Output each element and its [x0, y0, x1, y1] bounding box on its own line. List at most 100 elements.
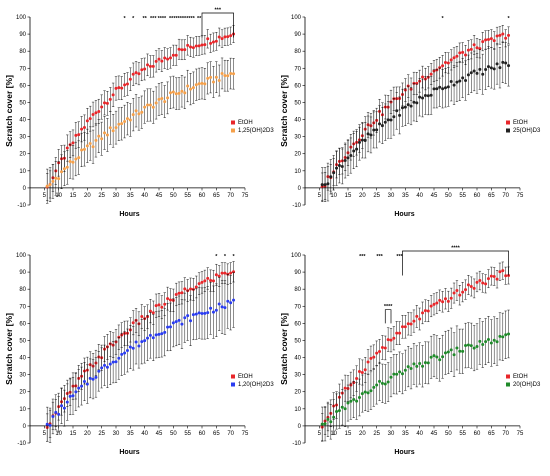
significance-mark: * — [224, 254, 227, 260]
data-point — [174, 92, 178, 96]
legend-label: EtOH — [238, 374, 253, 380]
x-tick-label: 70 — [502, 193, 509, 199]
data-point — [200, 280, 204, 284]
legend: EtOH 1,20(OH)2D3 — [231, 374, 274, 388]
data-point — [189, 287, 193, 291]
data-point — [418, 361, 422, 365]
x-tick-label: 10 — [330, 193, 337, 199]
significance-mark: **** — [169, 16, 178, 22]
data-point — [423, 309, 427, 313]
data-point — [140, 68, 144, 72]
data-point — [489, 341, 493, 345]
data-point — [217, 274, 221, 278]
data-point — [507, 332, 511, 336]
data-point — [68, 159, 72, 163]
data-point — [415, 314, 419, 318]
x-tick-label: 40 — [141, 431, 148, 437]
data-point — [105, 133, 109, 137]
significance-mark: * — [132, 16, 135, 22]
significance-mark: * — [507, 16, 510, 22]
legend-swatch — [506, 120, 510, 125]
significance-bracket — [402, 250, 509, 276]
significance-mark: * — [232, 254, 235, 260]
data-point — [346, 401, 350, 405]
data-point — [461, 290, 465, 294]
data-point — [131, 321, 135, 325]
x-tick-label: 50 — [445, 431, 452, 437]
data-point — [183, 287, 187, 291]
legend-swatch — [231, 128, 235, 133]
data-point — [472, 286, 476, 290]
data-point — [435, 301, 439, 305]
data-point — [429, 355, 433, 359]
data-point — [507, 64, 511, 68]
data-point — [57, 412, 61, 416]
data-point — [88, 142, 92, 146]
y-tick-label: 100 — [291, 253, 302, 259]
data-point — [191, 313, 195, 317]
chart-panel-bottom-left: -10 0 10 20 30 40 50 60 70 80 90 100 5 10 15 20 25 30 35 40… — [0, 238, 275, 476]
data-point — [88, 376, 92, 380]
data-point — [177, 91, 181, 95]
data-point — [360, 138, 364, 142]
data-point — [363, 138, 367, 142]
x-tick-label: 60 — [199, 193, 206, 199]
data-point — [432, 87, 436, 91]
data-point — [168, 56, 172, 60]
legend-swatch — [506, 374, 510, 379]
data-point — [108, 362, 112, 366]
data-point — [475, 46, 479, 50]
data-point — [91, 112, 95, 116]
x-tick-label: 20 — [359, 431, 366, 437]
x-tick-label: 70 — [502, 431, 509, 437]
data-point — [88, 117, 92, 121]
legend-label: 20(OH)D3 — [513, 382, 541, 388]
data-point — [111, 129, 115, 133]
data-point — [326, 417, 330, 421]
series-1 — [320, 41, 511, 202]
x-tick-label: 60 — [474, 431, 481, 437]
bracket-label: *** — [215, 8, 222, 14]
data-point — [458, 293, 462, 297]
data-point — [146, 103, 150, 107]
data-point — [206, 311, 210, 315]
data-point — [455, 80, 459, 84]
data-point — [223, 306, 227, 310]
data-point — [203, 279, 207, 283]
data-point — [214, 39, 218, 43]
data-point — [103, 101, 107, 105]
data-point — [220, 305, 224, 309]
data-point — [74, 133, 78, 137]
series-1 — [320, 309, 511, 442]
data-point — [395, 109, 399, 113]
significance-bracket — [384, 309, 392, 324]
data-point — [466, 283, 470, 287]
data-point — [369, 133, 373, 137]
data-point — [200, 312, 204, 316]
data-point — [484, 282, 488, 286]
data-point — [475, 280, 479, 284]
data-point — [65, 146, 69, 150]
x-tick-label: 30 — [113, 193, 120, 199]
x-tick-label: 40 — [141, 193, 148, 199]
data-point — [409, 104, 413, 108]
data-point — [134, 340, 138, 344]
x-tick-label: 75 — [517, 193, 524, 199]
data-point — [363, 390, 367, 394]
data-point — [452, 291, 456, 295]
data-point — [214, 308, 218, 312]
data-point — [504, 61, 508, 65]
data-point — [398, 331, 402, 335]
data-point — [85, 144, 89, 148]
data-point — [421, 364, 425, 368]
x-tick-label: 25 — [98, 193, 105, 199]
data-point — [398, 370, 402, 374]
data-point — [154, 333, 158, 337]
data-point — [160, 59, 164, 63]
data-point — [332, 171, 336, 175]
data-point — [148, 64, 152, 68]
data-point — [194, 83, 198, 87]
data-point — [489, 37, 493, 41]
data-point — [163, 100, 167, 104]
x-tick-label: 10 — [55, 193, 62, 199]
